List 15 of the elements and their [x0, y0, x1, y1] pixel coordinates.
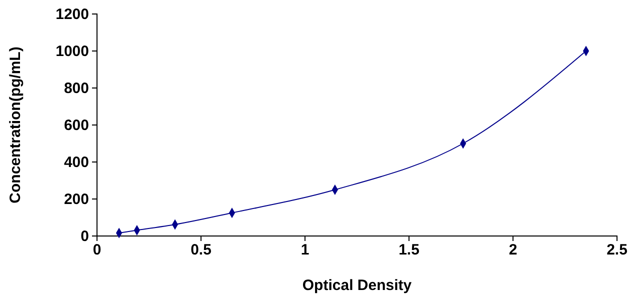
y-tick-label: 600 — [64, 116, 89, 134]
x-tick-label: 2.5 — [606, 242, 628, 259]
y-tick-label: 800 — [64, 80, 89, 97]
x-axis-title: Optical Density — [302, 277, 412, 294]
y-tick-label: 1200 — [56, 6, 89, 23]
x-tick-label: 2 — [508, 242, 518, 259]
x-tick-label: 1.5 — [398, 242, 420, 259]
y-tick-label: 0 — [80, 228, 89, 245]
x-tick-label: 0.5 — [190, 242, 212, 259]
y-axis-title: Concentration(pg/mL) — [7, 46, 24, 204]
x-tick-label: 0 — [92, 242, 102, 259]
y-tick-label: 400 — [64, 154, 89, 171]
y-tick-label: 200 — [64, 190, 89, 208]
x-tick-label: 1 — [300, 242, 310, 259]
y-tick-label: 1000 — [56, 42, 89, 60]
